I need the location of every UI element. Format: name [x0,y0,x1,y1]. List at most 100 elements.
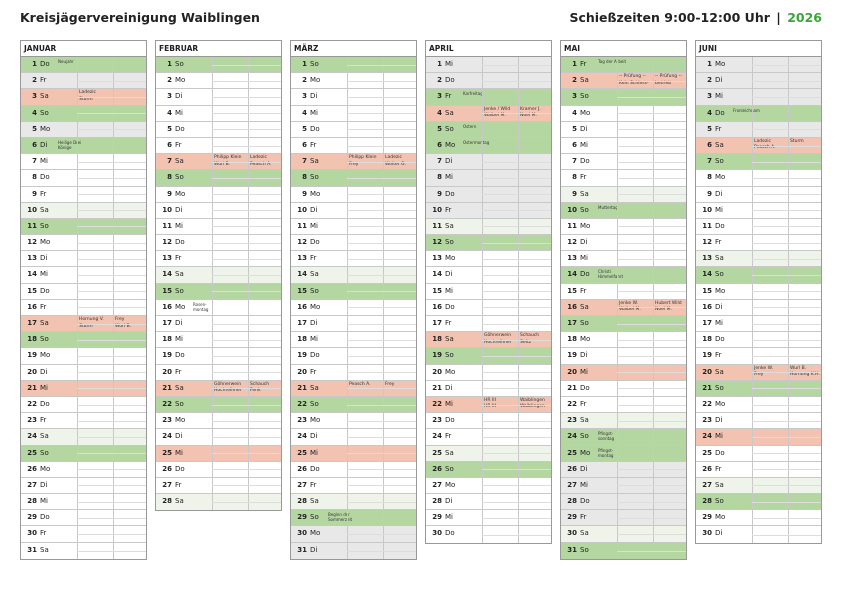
day-row[interactable]: 23 Fr [21,413,146,430]
day-row[interactable]: 27 Sa [696,477,821,495]
day-row[interactable]: 19 Do [156,348,281,365]
day-row[interactable]: 17 Di [156,316,281,333]
day-row[interactable]: 9 Di [696,186,821,203]
day-row[interactable]: 11 So [21,218,146,236]
day-row[interactable]: 13 Mi [561,251,686,268]
shooter-slot-2[interactable] [113,57,149,73]
day-row[interactable]: 20 Mo [426,364,551,381]
day-row[interactable]: 28 Sa [156,494,281,511]
shooter-slot-2[interactable] [653,267,689,283]
day-row[interactable]: 10 Mi [696,202,821,219]
day-row[interactable]: 28 Di [426,494,551,511]
day-row[interactable]: 25 Sa [426,445,551,462]
day-row[interactable]: 12 So [426,235,551,252]
day-row[interactable]: 15 Mi [426,283,551,300]
day-row[interactable]: 4 Sa Jenke / Wild Waibel M. Kramer J. Noel M. [426,105,551,122]
day-row[interactable]: 28 Mi [21,494,146,511]
day-row[interactable]: 20 Di [21,364,146,381]
day-row[interactable]: 3 Di [156,89,281,106]
day-row[interactable]: 29 Fr [561,510,686,527]
day-row[interactable]: 7 Do [561,154,686,171]
day-row[interactable]: 1 So [156,57,281,74]
day-row[interactable]: 3 So [561,89,686,106]
day-row[interactable]: 30 Di [696,526,821,543]
shooter-slot-1[interactable] [617,57,654,73]
day-row[interactable]: 30 Fr [21,526,146,543]
day-row[interactable]: 1 Fr Tag der Arbeit [561,57,686,74]
day-row[interactable]: 6 Di Heilige Drei Könige [21,137,146,155]
day-row[interactable]: 4 Mo [561,105,686,122]
day-row[interactable]: 11 Mi [156,218,281,236]
day-row[interactable]: 12 Fr [696,235,821,252]
day-row[interactable]: 5 Do [156,121,281,138]
day-row[interactable]: 9 Do [426,186,551,203]
shooter-slot-1[interactable] [77,137,114,154]
day-row[interactable]: 7 Sa Philipp Klein Frey Ladezic Wolter G. [291,154,416,171]
day-row[interactable]: 25 Mi [291,445,416,462]
day-row[interactable]: 26 Di [561,461,686,478]
day-row[interactable]: 18 Do [696,332,821,349]
shooter-slot-1[interactable] [617,267,654,283]
day-row[interactable]: 27 Mo [426,477,551,495]
day-row[interactable]: 6 Mo Ostermontag [426,137,551,155]
day-row[interactable]: 24 Di [291,429,416,446]
day-row[interactable]: 10 Sa [21,202,146,219]
day-row[interactable]: 4 Mi [156,105,281,122]
day-row[interactable]: 4 Mi [291,105,416,122]
day-row[interactable]: 15 So [291,283,416,300]
day-row[interactable]: 19 Fr [696,348,821,365]
day-row[interactable]: 23 Mo [156,413,281,430]
day-row[interactable]: 8 So [291,170,416,187]
day-row[interactable]: 25 Mi [156,445,281,462]
day-row[interactable]: 1 Mi [426,57,551,74]
day-row[interactable]: 12 Di [561,235,686,252]
day-row[interactable]: 9 Mo [156,186,281,203]
day-row[interactable]: 19 Mo [21,348,146,365]
day-row[interactable]: 13 Fr [291,251,416,268]
shooter-slot-2[interactable] [788,105,824,121]
shooter-slot-2[interactable] [518,121,554,137]
shooter-slot-1[interactable] [212,299,249,315]
day-row[interactable]: 6 Sa Ladezic Peasch A. Sturm [696,137,821,155]
day-row[interactable]: 1 Do Neujahr [21,57,149,74]
day-row[interactable]: 24 Sa [21,429,146,446]
day-row[interactable]: 24 Mi [696,429,821,446]
day-row[interactable]: 3 Fr Karfreitag [426,89,551,106]
day-row[interactable]: 9 Mo [291,186,416,203]
shooter-slot-1[interactable] [617,202,654,218]
day-row[interactable]: 6 Mi [561,137,686,155]
day-row[interactable]: 18 Mi [156,332,281,349]
day-row[interactable]: 22 Fr [561,396,686,414]
day-row[interactable]: 16 Sa Jenke W. Waibel M. Hubert Wild Noel M. [561,299,686,316]
shooter-slot-2[interactable] [653,445,689,461]
day-row[interactable]: 11 Mi [291,218,416,236]
day-row[interactable]: 26 Fr [696,461,821,478]
day-row[interactable]: 16 Fr [21,299,146,316]
day-row[interactable]: 20 Sa Jenke W. Frey Wurl B. Hornung K.H. [696,364,821,381]
day-row[interactable]: 8 Fr [561,170,686,187]
day-row[interactable]: 30 Mo [291,526,416,543]
day-row[interactable]: 23 Mo [291,413,416,430]
day-row[interactable]: 13 Sa [696,251,821,268]
day-row[interactable]: 5 Fr [696,121,821,138]
day-row[interactable]: 18 Mi [291,332,416,349]
shooter-slot-1[interactable] [617,445,654,461]
day-row[interactable]: 1 Mo [696,57,821,74]
day-row[interactable]: 19 Do [291,348,416,365]
day-row[interactable]: 14 Do Christi Himmelfahrt [561,267,689,284]
day-row[interactable]: 10 Fr [426,202,551,219]
day-row[interactable]: 28 Sa [291,494,416,511]
shooter-slot-1[interactable] [617,429,654,445]
day-row[interactable]: 19 Di [561,348,686,365]
day-row[interactable]: 17 Mi [696,316,821,333]
shooter-slot-1[interactable] [482,89,519,105]
day-row[interactable]: 26 So [426,461,551,478]
day-row[interactable]: 31 So [561,542,686,559]
day-row[interactable]: 7 Sa Philipp Klein Wurl B. Ladezic Peasch A. [156,154,281,171]
day-row[interactable]: 12 Mo [21,235,146,252]
day-row[interactable]: 7 Di [426,154,551,171]
day-row[interactable]: 31 Di [291,542,416,559]
day-row[interactable]: 16 Do [426,299,551,316]
day-row[interactable]: 21 Sa Peasch A. Frey [291,380,416,397]
day-row[interactable]: 10 So Muttertag [561,202,686,219]
